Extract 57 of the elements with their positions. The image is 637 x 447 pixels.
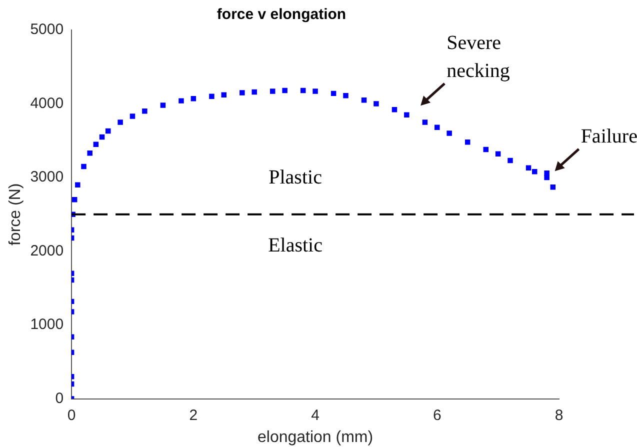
x-tick-label: 2 [189, 406, 198, 424]
y-tick-label: 5000 [30, 21, 64, 38]
point [495, 151, 501, 157]
point [404, 112, 410, 118]
point [142, 108, 148, 114]
chart-title: force v elongation [216, 6, 346, 24]
point [240, 90, 245, 96]
y-tick-label: 1000 [30, 316, 64, 334]
x-axis-title: elongation (mm) [257, 428, 374, 446]
point [343, 93, 348, 98]
point [544, 174, 550, 180]
y-tick-label: 3000 [30, 168, 64, 186]
point [72, 197, 78, 202]
point [221, 92, 227, 98]
point [270, 88, 276, 94]
y-tick-label: 2000 [30, 242, 64, 260]
y-tick-label: 0 [55, 390, 64, 407]
point [361, 97, 367, 103]
annotation: Severe necking [446, 32, 510, 82]
point [446, 130, 452, 136]
point [81, 164, 86, 170]
point [508, 158, 513, 164]
y-axis-title: force (N) [7, 183, 24, 246]
point [434, 124, 440, 130]
point [464, 139, 470, 145]
x-tick-label: 0 [67, 406, 76, 424]
point [483, 146, 489, 152]
x-tick-label: 6 [432, 406, 442, 424]
point [330, 90, 336, 96]
point [300, 88, 306, 94]
point [75, 182, 80, 188]
point [106, 128, 111, 134]
point [190, 96, 196, 102]
annotation: Elastic [268, 234, 323, 257]
point [544, 170, 550, 176]
point [532, 169, 538, 174]
point [130, 114, 136, 119]
point [526, 165, 532, 171]
point [178, 98, 184, 104]
point [118, 120, 123, 125]
point [160, 102, 166, 108]
point [93, 142, 99, 147]
point [550, 184, 556, 190]
annotation: Plastic [268, 166, 322, 189]
point [422, 120, 428, 125]
annotation: Failure [580, 125, 637, 148]
point [99, 134, 105, 140]
point [209, 94, 214, 100]
y-tick-label: 4000 [30, 94, 64, 112]
x-tick-label: 4 [311, 406, 320, 424]
x-tick-label: 8 [554, 406, 564, 424]
point [282, 88, 288, 94]
point [87, 150, 92, 156]
point [392, 107, 398, 112]
point [374, 101, 379, 106]
point [252, 89, 257, 95]
point [312, 88, 318, 94]
